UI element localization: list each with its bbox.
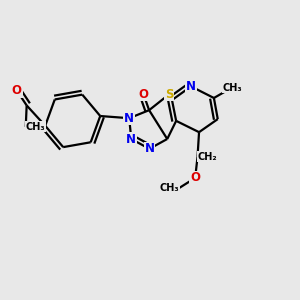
Text: CH₂: CH₂ — [198, 152, 217, 161]
Text: N: N — [126, 133, 136, 146]
Text: N: N — [186, 80, 196, 93]
Text: O: O — [139, 88, 148, 100]
Text: CH₃: CH₃ — [222, 82, 242, 93]
Text: N: N — [124, 112, 134, 125]
Text: S: S — [165, 88, 174, 100]
Text: CH₃: CH₃ — [26, 122, 45, 132]
Text: O: O — [190, 171, 200, 184]
Text: N: N — [144, 142, 154, 155]
Text: O: O — [12, 84, 22, 97]
Text: CH₃: CH₃ — [160, 183, 179, 193]
